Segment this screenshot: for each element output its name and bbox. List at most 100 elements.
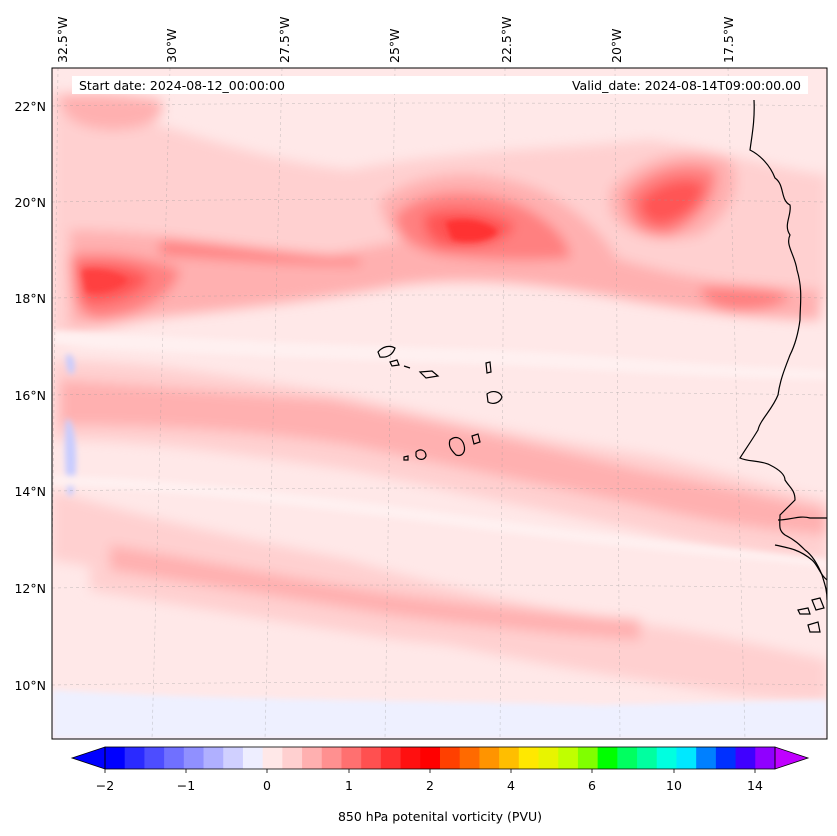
cape-verde-maio xyxy=(471,433,481,445)
date-banner xyxy=(72,76,808,94)
colorbar-segment xyxy=(538,747,559,769)
lon-label-30: 30°W xyxy=(164,28,179,63)
gridline-lat-20 xyxy=(52,198,827,203)
cbar-label-m2: −2 xyxy=(96,778,114,793)
pv-ridge-core xyxy=(445,219,498,242)
gambia-outline xyxy=(777,516,827,521)
cbar-label-m1: −1 xyxy=(177,778,195,793)
gridline-lat-22 xyxy=(52,102,827,107)
lat-label-22: 22°N xyxy=(14,99,46,114)
pv-west-core-strong xyxy=(82,269,128,293)
gridline-lon-30 xyxy=(151,68,171,739)
colorbar-segment xyxy=(124,747,145,769)
cbar-label-14: 14 xyxy=(747,778,763,793)
lat-label-16: 16°N xyxy=(14,388,46,403)
colorbar-segment xyxy=(144,747,165,769)
pv-field xyxy=(52,90,827,700)
lon-label-25: 25°W xyxy=(387,28,402,63)
latitude-labels: 22°N 20°N 18°N 16°N 14°N 12°N 10°N xyxy=(14,99,46,693)
colorbar-segment xyxy=(341,747,362,769)
colorbar-segment xyxy=(183,747,205,769)
colorbar-segment xyxy=(558,747,579,769)
colorbar-segment xyxy=(518,747,540,769)
cape-verde-brava xyxy=(403,455,409,461)
colorbar-segment xyxy=(577,747,599,769)
cbar-label-2: 2 xyxy=(426,778,434,793)
cape-verde-sao-vicente xyxy=(389,359,400,367)
lon-label-20: 20°W xyxy=(609,28,624,63)
pv-white-strip2 xyxy=(52,475,827,568)
gridline-lon-27-5 xyxy=(264,68,283,739)
colorbar-segment xyxy=(223,747,244,769)
colorbar-segment xyxy=(637,747,658,769)
cbar-label-0: 0 xyxy=(263,778,271,793)
colorbar-segment xyxy=(479,747,500,769)
gridline-lat-14 xyxy=(52,487,827,492)
colorbar-segment xyxy=(597,747,618,769)
colorbar-segment xyxy=(656,747,677,769)
colorbar-title: 850 hPa potenital vorticity (PVU) xyxy=(338,809,542,824)
start-date-label: Start date: 2024-08-12_00:00:00 xyxy=(79,78,285,93)
lat-label-12: 12°N xyxy=(14,581,46,596)
cape-verde-sal xyxy=(485,361,492,374)
pv-band-mid-pink xyxy=(60,380,827,535)
colorbar-segment xyxy=(282,747,303,769)
colorbar-segment xyxy=(440,747,461,769)
pv-white-strip xyxy=(52,330,827,380)
lat-label-18: 18°N xyxy=(14,291,46,306)
colorbar-segment xyxy=(321,747,342,769)
gridline-lon-20 xyxy=(614,68,621,739)
colorbar-segment xyxy=(617,747,638,769)
lat-label-14: 14°N xyxy=(14,484,46,499)
pv-nw-pink xyxy=(60,93,163,130)
pv-band-south-pink xyxy=(110,545,640,640)
gridline-lat-12 xyxy=(52,584,827,589)
colorbar-extend-min xyxy=(70,746,106,770)
colorbar-segment xyxy=(164,747,185,769)
colorbar-segment xyxy=(302,747,323,769)
colorbar-segment xyxy=(715,747,737,769)
valid-date-label: Valid_date: 2024-08-14T09:00:00.00 xyxy=(572,78,801,93)
pv-ne-red xyxy=(639,180,705,225)
cape-verde-santa-luzia xyxy=(403,365,411,369)
cape-verde-santiago xyxy=(448,436,466,457)
colorbar-ticks xyxy=(104,769,756,773)
cbar-label-10: 10 xyxy=(666,778,682,793)
lon-label-27-5: 27.5°W xyxy=(277,17,292,63)
gridline-lat-18 xyxy=(52,294,827,299)
cape-verde-santo-antao xyxy=(377,345,396,358)
longitude-labels: 32.5°W 30°W 27.5°W 25°W 22.5°W 20°W 17.5… xyxy=(55,17,736,63)
pv-blue-south-light xyxy=(52,690,827,739)
colorbar-extend-max xyxy=(774,746,810,770)
colorbar-segment xyxy=(735,747,756,769)
coastlines xyxy=(377,99,827,633)
colorbar-tick-labels: −2 −1 0 1 2 4 6 10 14 xyxy=(96,778,763,793)
cape-verde-fogo xyxy=(415,449,427,460)
gridline-lon-22-5 xyxy=(499,68,506,739)
cbar-label-1: 1 xyxy=(345,778,353,793)
colorbar-segment xyxy=(755,747,776,769)
gridlines xyxy=(52,68,827,739)
gridline-lon-17-5 xyxy=(727,68,746,739)
guinea-bissau-outline xyxy=(774,544,827,581)
pv-field-detail xyxy=(52,219,827,739)
map-frame xyxy=(51,67,828,740)
colorbar-segment xyxy=(262,747,283,769)
gridline-lon-25 xyxy=(384,68,396,739)
map-panel: Start date: 2024-08-12_00:00:00 Valid_da… xyxy=(52,68,827,739)
pv-band-lower xyxy=(90,555,700,665)
colorbar-segment xyxy=(499,747,520,769)
colorbar-segment xyxy=(203,747,224,769)
gridline-lat-16 xyxy=(52,391,827,396)
cape-verde-sao-nicolau xyxy=(418,370,440,379)
colorbar-segment xyxy=(242,747,264,769)
gridline-lat-10 xyxy=(52,681,827,686)
guinea-islands xyxy=(797,597,825,633)
cape-verde-boa-vista xyxy=(486,391,503,404)
lon-label-17-5: 17.5°W xyxy=(721,17,736,63)
lat-label-10: 10°N xyxy=(14,678,46,693)
colorbar-segment xyxy=(400,747,421,769)
lat-label-20: 20°N xyxy=(14,195,46,210)
cbar-label-4: 4 xyxy=(507,778,515,793)
